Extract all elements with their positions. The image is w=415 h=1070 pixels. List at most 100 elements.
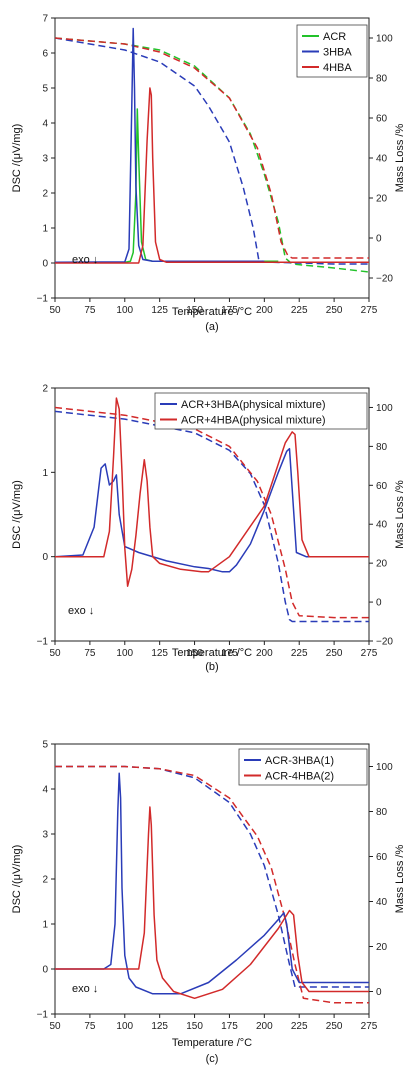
y-axis-label: DSC /(μV/mg) — [11, 845, 23, 914]
legend: ACR+3HBA(physical mixture) ACR+4HBA(physi… — [154, 392, 368, 430]
series-line-acr-3hba-physical-mixture- — [55, 447, 369, 573]
panel-b: 50 75 100 125 150 175 200 225 250 275 −1 0 1 2 −20 0 20 4… — [11, 384, 406, 674]
y2-tick-label: 60 — [376, 481, 388, 492]
legend-entry: 4HBA — [323, 62, 352, 74]
x-axis-label: Temperature /°C — [172, 1037, 252, 1049]
y2-tick-label: 40 — [376, 154, 388, 165]
x-axis-label: Temperature /°C — [172, 647, 252, 659]
x-tick-label: 225 — [291, 648, 308, 659]
series-line-acr-tg — [55, 37, 369, 273]
y2-tick-label: 0 — [376, 598, 382, 609]
x-tick-label: 175 — [221, 305, 238, 316]
series-line-acr-4hba-physical-mixture- — [55, 397, 369, 587]
x-tick-label: 200 — [256, 648, 273, 659]
y2-tick-label: 60 — [376, 852, 388, 863]
y2-axis-label: Mass Loss /% — [394, 845, 406, 914]
x-tick-label: 200 — [256, 305, 273, 316]
legend-entry: ACR+3HBA(physical mixture) — [181, 399, 326, 411]
y-tick-label: 4 — [42, 119, 48, 130]
y2-tick-label: −20 — [376, 637, 393, 648]
y-tick-label: 1 — [42, 468, 48, 479]
series-line-acr — [55, 108, 279, 264]
x-tick-label: 250 — [326, 305, 343, 316]
x-tick-label: 150 — [186, 1021, 203, 1032]
series-line-acr-3hba-1- — [55, 772, 369, 995]
x-tick-label: 175 — [221, 648, 238, 659]
y-tick-label: 0 — [42, 965, 48, 976]
panel-caption: (c) — [206, 1053, 219, 1065]
x-tick-label: 150 — [186, 305, 203, 316]
x-tick-label: 125 — [151, 648, 168, 659]
x-tick-label: 225 — [291, 1021, 308, 1032]
panel-caption: (a) — [205, 321, 218, 333]
x-tick-label: 75 — [84, 1021, 96, 1032]
y2-tick-label: 80 — [376, 442, 388, 453]
series-line-acr-3hba-1-tg — [55, 765, 369, 988]
x-tick-label: 100 — [116, 648, 133, 659]
plot-frame — [54, 387, 370, 642]
x-tick-label: 250 — [326, 648, 343, 659]
y-tick-label: 3 — [42, 154, 48, 165]
y-tick-label: −1 — [37, 294, 49, 305]
x-tick-label: 275 — [361, 305, 378, 316]
y2-tick-label: 0 — [376, 234, 382, 245]
y2-tick-label: 20 — [376, 194, 388, 205]
series-line-acr-4hba-tg — [55, 406, 369, 619]
y2-tick-label: 60 — [376, 114, 388, 125]
y2-tick-label: 20 — [376, 559, 388, 570]
series-line-4hba — [55, 87, 369, 264]
y-tick-label: 2 — [42, 875, 48, 886]
legend: ACR 3HBA 4HBA — [296, 24, 368, 78]
legend-box — [154, 392, 368, 430]
y-tick-label: 0 — [42, 259, 48, 270]
x-tick-label: 150 — [186, 648, 203, 659]
y2-tick-label: −20 — [376, 274, 393, 285]
x-axis-label: Temperature /°C — [172, 306, 252, 318]
y2-tick-label: 0 — [376, 987, 382, 998]
x-tick-label: 75 — [84, 648, 96, 659]
y2-axis-label: Mass Loss /% — [394, 480, 406, 549]
y-axis-label: DSC /(μV/mg) — [11, 124, 23, 193]
legend-entry: ACR — [323, 31, 346, 43]
series-line-acr-4hba-2-tg — [55, 765, 369, 1004]
x-tick-label: 50 — [49, 648, 61, 659]
y-tick-label: 7 — [42, 14, 48, 25]
y2-axis-label: Mass Loss /% — [394, 124, 406, 193]
y-tick-label: −1 — [37, 637, 49, 648]
x-tick-label: 250 — [326, 1021, 343, 1032]
y2-tick-label: 40 — [376, 897, 388, 908]
x-tick-label: 225 — [291, 305, 308, 316]
y-tick-label: 3 — [42, 830, 48, 841]
x-tick-label: 200 — [256, 1021, 273, 1032]
y-tick-label: 1 — [42, 920, 48, 931]
x-tick-label: 100 — [116, 305, 133, 316]
panel-c: 50 75 100 125 150 175 200 225 250 275−10123450204… — [11, 740, 406, 1066]
exo-annotation: exo ↓ — [72, 983, 98, 995]
x-tick-label: 100 — [116, 1021, 133, 1032]
x-tick-label: 275 — [361, 648, 378, 659]
legend-entry: ACR+4HBA(physical mixture) — [181, 415, 326, 427]
x-tick-label: 125 — [151, 1021, 168, 1032]
y-tick-label: −1 — [37, 1010, 49, 1021]
y2-tick-label: 100 — [376, 34, 393, 45]
legend: ACR-3HBA(1) ACR-4HBA(2) — [238, 748, 368, 786]
y2-tick-label: 80 — [376, 807, 388, 818]
x-tick-label: 75 — [84, 305, 96, 316]
y-tick-label: 1 — [42, 224, 48, 235]
y-tick-label: 4 — [42, 785, 48, 796]
x-tick-label: 50 — [49, 1021, 61, 1032]
y2-tick-label: 40 — [376, 520, 388, 531]
series-line-3hba — [55, 27, 265, 264]
exo-annotation: exo ↓ — [72, 254, 98, 266]
y2-tick-label: 80 — [376, 74, 388, 85]
x-tick-label: 50 — [49, 305, 61, 316]
legend-entry: ACR-4HBA(2) — [265, 771, 334, 783]
y-tick-label: 6 — [42, 49, 48, 60]
series-line-4hba-tg — [55, 37, 369, 259]
exo-annotation: exo ↓ — [68, 605, 94, 617]
x-tick-label: 175 — [221, 1021, 238, 1032]
series-line-acr-4hba-2- — [55, 806, 369, 1000]
y2-tick-label: 20 — [376, 942, 388, 953]
y2-tick-label: 100 — [376, 762, 393, 773]
